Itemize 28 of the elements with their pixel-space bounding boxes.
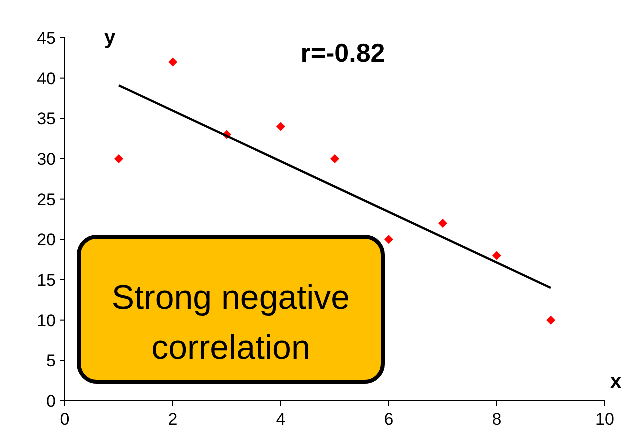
y-tick-label: 25 bbox=[37, 190, 56, 210]
x-tick-label: 6 bbox=[384, 410, 394, 429]
x-tick-label: 8 bbox=[492, 410, 502, 429]
point bbox=[438, 219, 448, 228]
annotation: r=-0.82 bbox=[300, 38, 386, 68]
y-tick-label: 45 bbox=[37, 28, 56, 48]
y-tick-label: 5 bbox=[46, 352, 56, 371]
point bbox=[276, 122, 286, 132]
annotation: Strong negative correlation bbox=[112, 279, 350, 367]
y-tick-label: 35 bbox=[37, 110, 56, 129]
point bbox=[546, 316, 556, 325]
y-tick-label: 10 bbox=[37, 311, 56, 330]
x-tick-label: 2 bbox=[168, 410, 178, 429]
y-axis-title: y bbox=[104, 27, 116, 49]
point bbox=[114, 154, 124, 164]
y-tick-label: 30 bbox=[37, 150, 56, 169]
y-tick-label: 40 bbox=[37, 69, 56, 88]
y-tick-label: 15 bbox=[37, 270, 56, 290]
point bbox=[384, 235, 394, 244]
point bbox=[330, 154, 340, 164]
point bbox=[168, 58, 178, 67]
x-tick-label: 10 bbox=[596, 410, 614, 429]
x-axis-title: x bbox=[610, 371, 622, 393]
y-tick-label: 0 bbox=[46, 392, 56, 411]
x-tick-label: 4 bbox=[276, 410, 286, 429]
point bbox=[492, 251, 502, 260]
x-tick-label: 0 bbox=[60, 410, 70, 429]
y-tick-label: 20 bbox=[37, 230, 56, 250]
